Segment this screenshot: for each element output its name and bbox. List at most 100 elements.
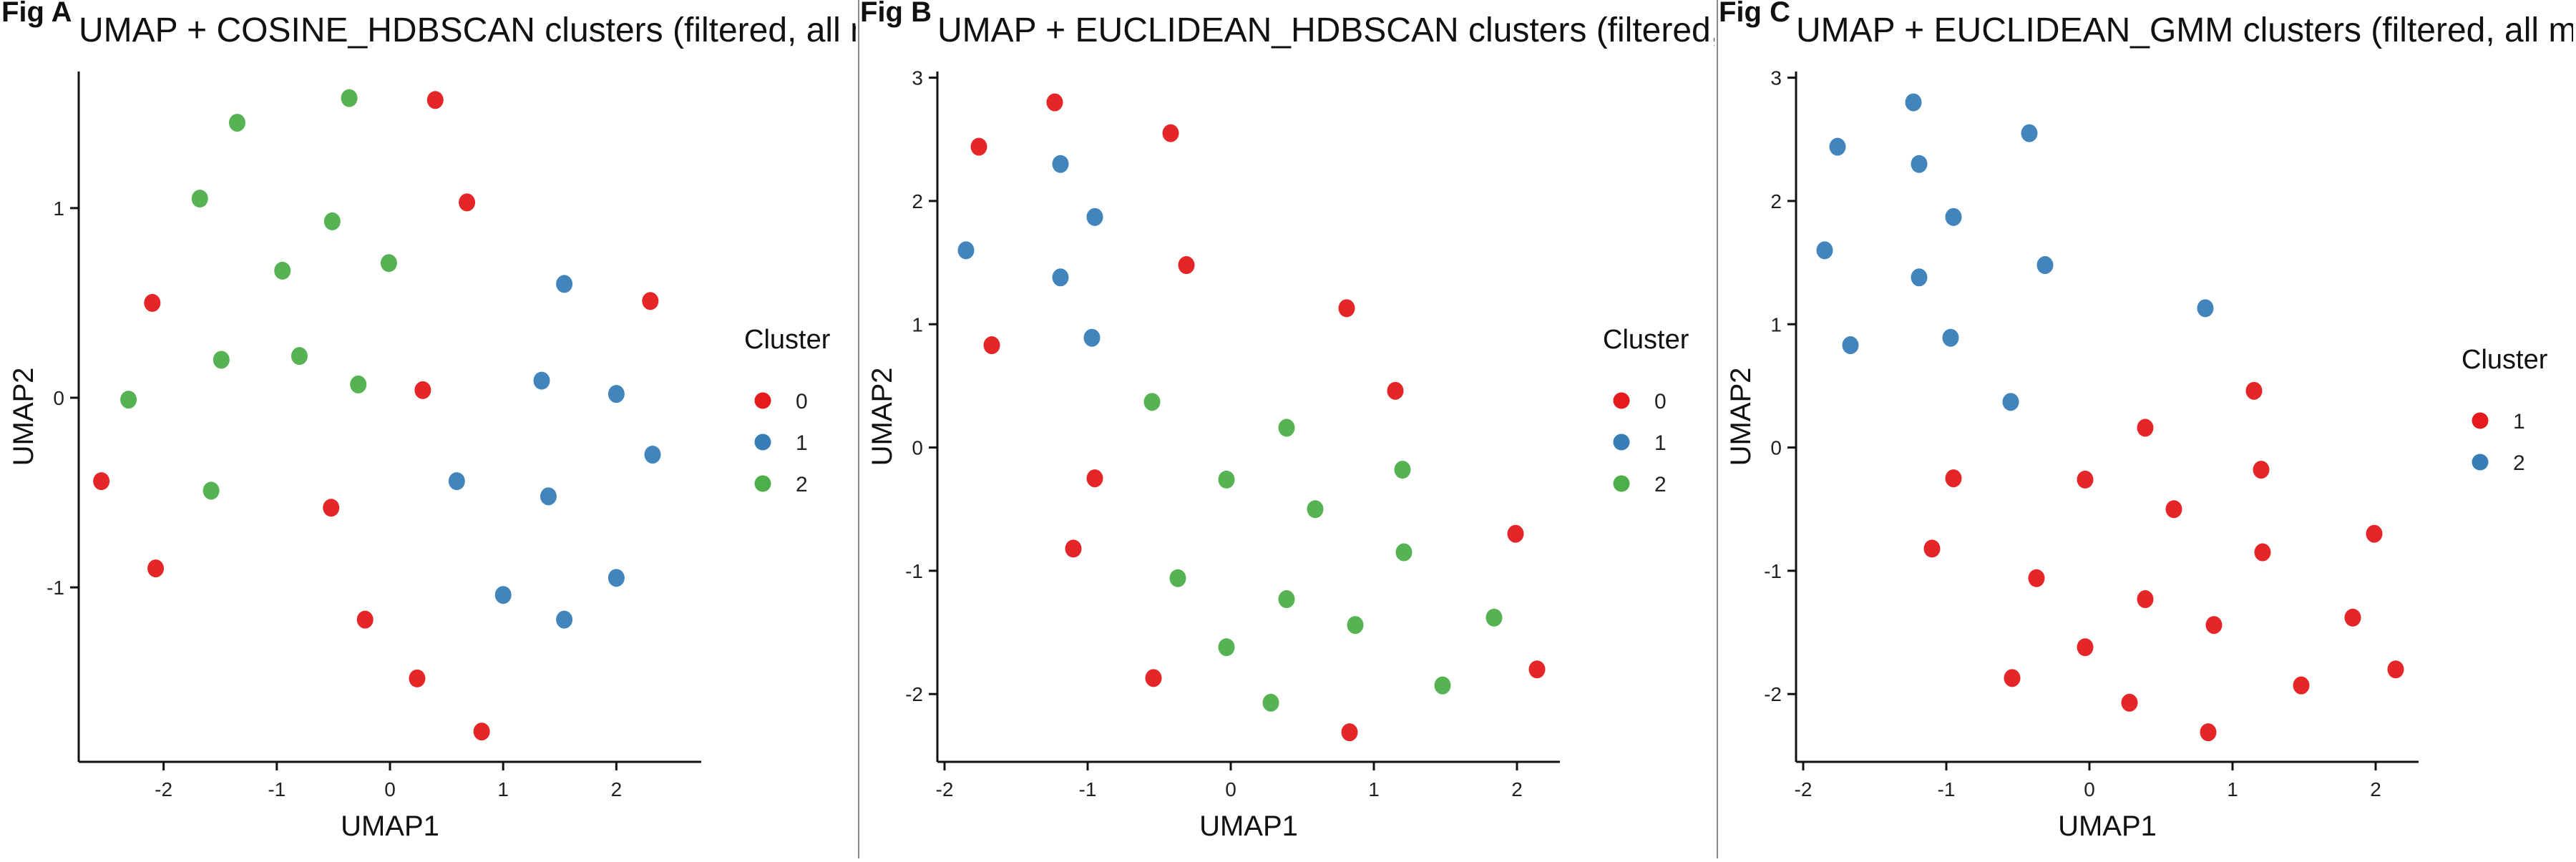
- data-point-cluster-2: [1434, 676, 1451, 695]
- y-tick-label: -1: [47, 577, 64, 599]
- data-point-cluster-1: [2253, 461, 2270, 479]
- panel-content: UMAP + EUCLIDEAN_HDBSCAN clusters (filte…: [860, 0, 1749, 842]
- legend-label-2: 2: [796, 473, 808, 496]
- data-point-cluster-1: [1083, 328, 1101, 347]
- legend-label-1: 1: [796, 431, 808, 455]
- data-point-cluster-1: [556, 275, 573, 293]
- data-point-cluster-2: [1395, 543, 1413, 562]
- data-point-cluster-2: [274, 261, 291, 280]
- legend-label-1: 1: [2513, 410, 2525, 434]
- data-point-cluster-0: [1341, 723, 1358, 742]
- data-point-cluster-0: [1086, 469, 1103, 488]
- legend-label-1: 1: [1654, 431, 1667, 455]
- data-point-cluster-1: [2137, 418, 2154, 437]
- data-point-cluster-0: [1145, 669, 1162, 687]
- chart-title: UMAP + EUCLIDEAN_GMM clusters (filtered,…: [1796, 11, 2576, 49]
- data-point-cluster-1: [2205, 616, 2223, 635]
- x-tick-label: -1: [268, 778, 286, 800]
- data-point-cluster-2: [1816, 241, 1833, 260]
- y-tick-label: 1: [1770, 313, 1782, 336]
- data-point-cluster-0: [323, 499, 340, 517]
- data-point-cluster-0: [1162, 124, 1179, 142]
- data-point-cluster-0: [426, 91, 444, 109]
- legend-label-0: 0: [796, 390, 808, 413]
- y-tick-label: -1: [1764, 560, 1782, 582]
- figure-tag: Fig B: [860, 0, 932, 28]
- data-point-cluster-1: [1923, 539, 1941, 558]
- data-point-cluster-1: [1052, 268, 1069, 287]
- legend-title: Cluster: [744, 325, 831, 355]
- x-tick-label: 1: [497, 778, 509, 800]
- data-point-cluster-0: [473, 723, 490, 741]
- data-point-cluster-2: [1262, 693, 1279, 712]
- x-tick-label: 0: [2084, 778, 2095, 800]
- legend-swatch-2: [754, 475, 771, 492]
- data-point-cluster-2: [341, 89, 358, 107]
- y-tick-label: -2: [1764, 683, 1782, 705]
- data-point-cluster-0: [983, 336, 1000, 355]
- data-point-cluster-1: [2004, 669, 2021, 687]
- y-tick-label: 2: [912, 190, 923, 212]
- legend-label-2: 2: [2513, 451, 2525, 475]
- data-point-cluster-1: [2293, 676, 2310, 695]
- data-point-cluster-1: [1945, 469, 1962, 488]
- x-tick-label: -1: [1938, 778, 1956, 800]
- data-point-cluster-0: [1178, 256, 1195, 275]
- data-point-cluster-2: [323, 212, 341, 230]
- data-point-cluster-2: [1911, 268, 1928, 287]
- data-point-cluster-0: [1065, 539, 1082, 558]
- data-point-cluster-1: [2200, 723, 2217, 742]
- x-tick-label: 0: [384, 778, 396, 800]
- legend-swatch-1: [2472, 412, 2489, 429]
- data-point-cluster-1: [2165, 500, 2182, 519]
- chart-title: UMAP + EUCLIDEAN_HDBSCAN clusters (filte…: [937, 11, 1749, 49]
- data-point-cluster-1: [608, 385, 625, 403]
- data-point-cluster-2: [1218, 638, 1235, 657]
- x-axis-label: UMAP1: [341, 810, 439, 842]
- panel-divider: [1717, 0, 1718, 858]
- y-tick-label: 0: [1770, 437, 1782, 459]
- y-tick-label: 0: [912, 437, 923, 459]
- legend-label-2: 2: [1654, 473, 1667, 496]
- legend-swatch-0: [1613, 392, 1630, 409]
- data-point-cluster-2: [1942, 328, 1959, 347]
- y-tick-label: 3: [912, 67, 923, 89]
- legend-label-0: 0: [1654, 390, 1667, 413]
- data-point-cluster-1: [2366, 524, 2383, 543]
- panel-divider: [858, 0, 859, 858]
- data-point-cluster-0: [970, 137, 987, 156]
- panel-content: UMAP + EUCLIDEAN_GMM clusters (filtered,…: [1719, 0, 2576, 842]
- data-point-cluster-0: [642, 292, 659, 310]
- data-point-cluster-2: [1829, 137, 1846, 156]
- data-point-cluster-2: [1394, 461, 1411, 479]
- data-point-cluster-2: [350, 375, 367, 393]
- legend-title: Cluster: [1603, 325, 1689, 355]
- y-tick-label: 3: [1770, 67, 1782, 89]
- chart-panel-3: UMAP + EUCLIDEAN_GMM clusters (filtered,…: [1719, 0, 2576, 842]
- data-point-cluster-2: [228, 114, 245, 132]
- data-point-cluster-2: [1278, 590, 1295, 609]
- data-point-cluster-1: [556, 610, 573, 629]
- data-point-cluster-2: [1143, 393, 1161, 411]
- legend-swatch-2: [1613, 475, 1630, 492]
- y-axis-label: UMAP2: [8, 368, 39, 466]
- data-point-cluster-1: [533, 371, 550, 390]
- figure-tag: Fig C: [1719, 0, 1790, 28]
- chart-title: UMAP + COSINE_HDBSCAN clusters (filtered…: [79, 11, 879, 49]
- data-point-cluster-0: [409, 669, 426, 687]
- legend-swatch-2: [2472, 454, 2489, 471]
- data-point-cluster-1: [2121, 693, 2138, 712]
- data-point-cluster-2: [1842, 336, 1859, 355]
- data-point-cluster-0: [1507, 524, 1524, 543]
- data-point-cluster-1: [1052, 155, 1069, 173]
- data-point-cluster-1: [2387, 660, 2404, 679]
- panel-content: UMAP + COSINE_HDBSCAN clusters (filtered…: [1, 0, 879, 842]
- y-tick-label: 1: [53, 197, 64, 220]
- legend-swatch-1: [754, 434, 771, 451]
- x-tick-label: -2: [1795, 778, 1813, 800]
- data-point-cluster-0: [356, 610, 374, 629]
- data-point-cluster-1: [2254, 543, 2271, 562]
- x-tick-label: 2: [2370, 778, 2381, 800]
